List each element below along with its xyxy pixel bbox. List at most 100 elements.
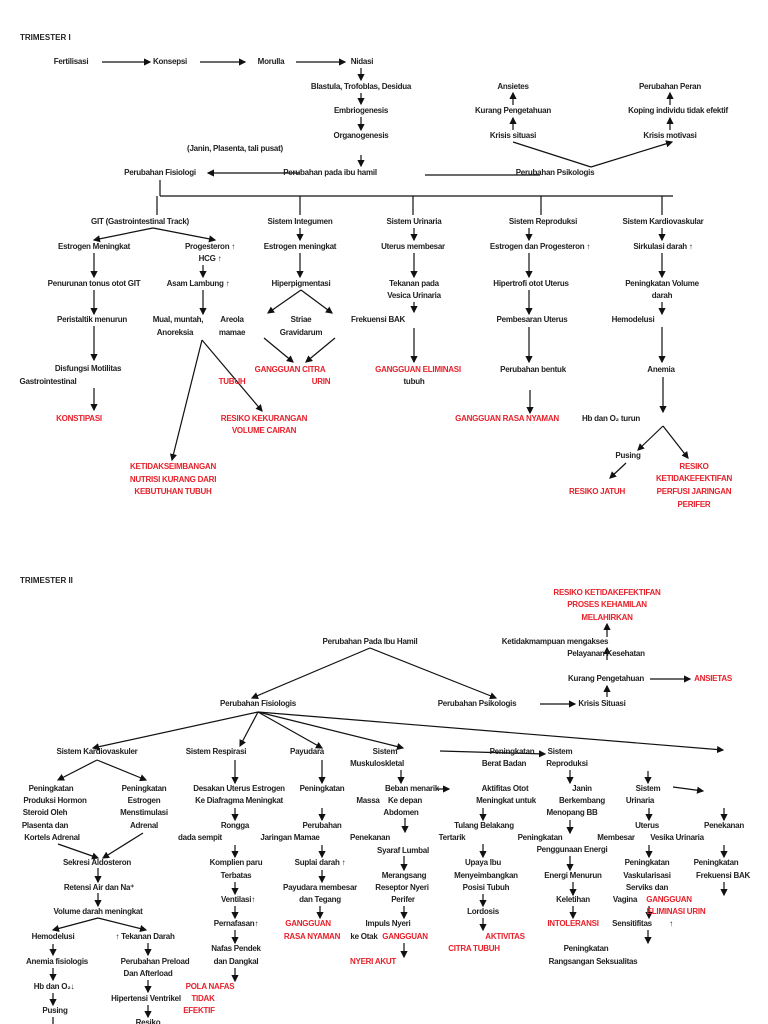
node-label-t2-k2c: Menstimulasi [120,808,168,817]
node-label-t2-hbo: Hb dan O₂↓ [33,982,75,991]
arrow-connector [91,711,259,751]
node-label-t2-k1d: Plasenta dan [21,821,69,830]
node-label-t2-hemo: Hemodelusi [31,932,75,941]
arrow-connector [305,337,336,363]
node-label-t1-hbo: Hb dan O₂ turun [581,414,641,423]
node-label-t2-sur2: Urinaria [625,796,655,805]
node-label-t2-pern: Pernafasan↑ [213,919,259,928]
node-label-t2-kris: Krisis Situasi [578,699,626,708]
node-label-t2-pibu: Perubahan Pada Ibu Hamil [322,637,418,646]
node-label-t2-kura: Kurang Pengetahuan [568,674,644,683]
node-label-t1-areo2: mamae [218,328,246,337]
node-label-t1-moru: Morulla [257,57,285,66]
node-label-t1-estp: Estrogen dan Progesteron ↑ [489,242,591,251]
node-label-t1-stri2: Gravidarum [279,328,323,337]
node-label-t1-pvol2: darah [651,291,673,300]
diagnosis-label-t2-rpk2: PROSES KEHAMILAN [567,600,647,609]
arrow-connector [267,289,302,314]
node-label-t1-suri: Sistem Urinaria [386,217,442,226]
diagnosis-label-t1-rkek2: VOLUME CAIRAN [231,426,297,435]
node-label-t2-tul1: Tulang Belakang [454,821,514,830]
node-label-t2-ketm: Ketidakmampuan mengakses [501,637,609,646]
node-label-t1-hcg: HCG ↑ [198,254,222,263]
node-label-t1-mual2: Anoreksia [156,328,194,337]
node-label-t2-k2b: Estrogen [127,796,161,805]
node-label-t2-ute2: Membesar [597,833,635,842]
node-label-t2-akt1: Aktifitas Otot [481,784,529,793]
arrow-connector [92,227,154,243]
arrow-connector [672,786,705,794]
node-label-t2-upa2: Menyeimbangkan [454,871,518,880]
node-label-t2-mer2: Reseptor Nyeri [375,883,429,892]
node-label-t2-resi: Resiko [135,1018,161,1024]
node-label-t2-srep1: Sistem [547,747,573,756]
arrow-connector [439,750,547,758]
node-label-t1-teka1: Tekanan pada [389,279,439,288]
node-label-t2-upa3: Posisi Tubuh [462,883,510,892]
node-label-t2-des2: Ke Diafragma Meningkat [195,796,283,805]
diagnosis-label-t1-keti1: KETIDAKSEIMBANGAN [130,462,216,471]
node-label-t2-smus1: Sistem [372,747,398,756]
node-label-t2-k1a: Peningkatan [28,784,74,793]
node-label-t1-areo1: Areola [220,315,244,324]
node-label-t2-pm2: Massa [356,796,380,805]
node-label-t1-orga: Organogenesis [333,131,389,140]
node-label-t1-pemb: Pembesaran Uterus [496,315,568,324]
diagnosis-label-t1-keti2: NUTRISI KURANG DARI [129,475,217,484]
node-label-t1-nida: Nidasi [350,57,374,66]
node-label-t2-k2a: Peningkatan [121,784,167,793]
node-label-t2-pen3: Peningkatan [517,833,563,842]
node-label-t2-k1c: Steroid Oleh [22,808,68,817]
node-label-t1-kura: Kurang Pengetahuan [475,106,551,115]
diagnosis-label-t2-aktv: AKTIVITAS [485,932,525,941]
diagnosis-label-t1-rkek1: RESIKO KEKURANGAN [220,414,308,423]
node-label-t2-anef: Anemia fisiologis [26,957,88,966]
arrow-connector [257,711,324,749]
diagnosis-label-t2-into: INTOLERANSI [547,919,599,928]
node-label-t2-jan3: Menopang BB [546,808,598,817]
node-label-t1-prog: Progesteron ↑ [184,242,236,251]
node-label-t1-kopi: Koping individu tidak efektif [628,106,728,115]
arrow-connector [257,711,725,754]
arrow-connector [662,425,689,459]
diagnosis-label-t2-ansi: ANSIETAS [694,674,732,683]
node-label-t1-stri1: Striae [290,315,312,324]
node-label-t2-supl: Suplai darah ↑ [294,858,346,867]
diagnosis-label-t1-rkp3: PERFUSI JARINGAN [656,487,732,496]
diagnosis-label-t2-gang: GANGGUAN [382,932,428,941]
arrow-connector [96,759,148,782]
diagnosis-label-t2-geu2: ELIMINASI URIN [646,907,706,916]
diagnosis-label-t1-kons2: KONSTIPASI [56,414,102,423]
diagnosis-label-t1-gcit1: GANGGUAN CITRA [254,365,326,374]
node-label-t2-sres: Sistem Respirasi [185,747,247,756]
arrow-connector [97,917,148,933]
node-label-t2-mer1: Merangsang [381,871,427,880]
node-label-t2-vold: Volume darah meningkat [53,907,143,916]
node-label-t2-naf1: Nafas Pendek [211,944,261,953]
node-label-t1-git: GIT (Gastrointestinal Track) [91,217,189,226]
diagnosis-label-t1-gcit3: URIN [311,377,331,386]
node-label-t2-rs2: Rangsangan Seksualitas [548,957,638,966]
node-label-t1-pvol1: Peningkatan Volume [625,279,699,288]
arrow-connector [169,339,203,462]
diagnosis-label-t1-keti3: KEBUTUHAN TUBUH [134,487,212,496]
node-label-t1-pusi: Pusing [615,451,641,460]
node-label-t2-jan2: Berkembang [559,796,605,805]
node-label-t2-jan1: Janin [572,784,592,793]
node-label-t1-disf2: Gastrointestinal [19,377,77,386]
node-label-t1-ansi: Ansietes [497,82,529,91]
diagnosis-label-t2-grn2: RASA NYAMAN [283,932,341,941]
arrow-connector [512,141,592,168]
node-label-t2-beb3: Abdomen [383,808,419,817]
node-label-t2-kom1: Komplien paru [209,858,263,867]
arrow-connector [101,832,144,859]
node-label-t2-pek1: Penekanan [704,821,744,830]
node-label-t2-smus2: Muskuloskletal [350,759,404,768]
node-label-t2-k1b: Produksi Hormon [23,796,87,805]
node-label-t1-asam: Asam Lambung ↑ [166,279,230,288]
node-label-t2-vas2: Vaskularisasi [623,871,671,880]
node-label-t1-uter: Uterus membesar [381,242,445,251]
arrow-connector [257,711,405,751]
node-label-t1-embr: Embriogenesis [333,106,389,115]
